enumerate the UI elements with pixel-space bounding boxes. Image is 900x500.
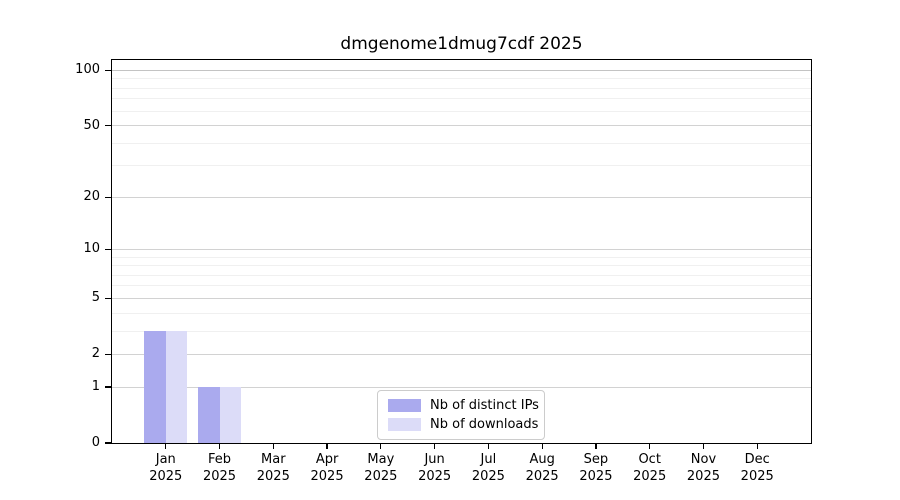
- plot-area: [111, 59, 812, 444]
- y-tick-label: 100: [75, 62, 100, 78]
- bar-jan-downloads: [165, 331, 188, 443]
- y-gridline-minor: [112, 165, 811, 167]
- y-gridline-major: [112, 196, 811, 198]
- bar-feb-distinct-ips: [198, 387, 220, 443]
- x-tick-label: Jun 2025: [418, 452, 452, 484]
- x-axis-tick: [165, 443, 167, 449]
- y-gridline-minor: [112, 285, 811, 287]
- x-axis-tick: [434, 443, 436, 449]
- y-gridline-major: [112, 386, 811, 388]
- x-tick-label: Nov 2025: [686, 452, 720, 484]
- y-gridline-major: [112, 297, 811, 299]
- y-tick-label: 2: [91, 346, 100, 362]
- y-gridline-minor: [112, 78, 811, 80]
- y-gridline-major: [112, 125, 811, 127]
- y-tick-label: 20: [83, 189, 100, 205]
- x-tick-label: Aug 2025: [525, 452, 559, 484]
- legend-swatch-downloads: [388, 418, 421, 431]
- x-tick-label: Dec 2025: [740, 452, 774, 484]
- y-tick-label: 10: [83, 241, 100, 257]
- y-axis-tick: [105, 69, 111, 72]
- y-axis-tick: [105, 125, 111, 127]
- legend-row: Nb of downloads: [388, 415, 544, 434]
- x-axis-tick: [380, 443, 382, 449]
- y-gridline-minor: [112, 110, 811, 112]
- x-axis-tick: [487, 443, 489, 449]
- y-axis-tick: [105, 297, 111, 299]
- bar-jan-distinct-ips: [144, 331, 166, 443]
- x-axis-tick: [272, 443, 274, 449]
- y-gridline-minor: [112, 256, 811, 258]
- x-axis-tick: [702, 443, 705, 449]
- y-axis-tick: [105, 386, 111, 388]
- legend-label-downloads: Nb of downloads: [430, 417, 539, 432]
- x-axis-tick: [218, 443, 221, 449]
- y-axis-tick: [105, 442, 111, 444]
- legend: Nb of distinct IPs Nb of downloads: [377, 390, 545, 440]
- y-gridline-minor: [112, 274, 811, 276]
- x-tick-label: Jan 2025: [149, 452, 183, 484]
- y-tick-label: 0: [91, 435, 100, 450]
- bar-feb-downloads: [219, 387, 242, 443]
- x-axis-tick: [756, 443, 758, 449]
- x-tick-label: May 2025: [364, 452, 398, 484]
- x-axis-tick: [541, 443, 543, 449]
- y-axis-tick: [105, 196, 111, 198]
- x-tick-label: Oct 2025: [633, 452, 667, 484]
- y-gridline-minor: [112, 98, 811, 100]
- x-tick-label: Sep 2025: [579, 452, 613, 484]
- y-gridline-minor: [112, 265, 811, 267]
- y-axis-tick: [105, 248, 111, 251]
- legend-swatch-distinct-ips: [388, 399, 421, 412]
- legend-row: Nb of distinct IPs: [388, 396, 544, 415]
- legend-label-distinct-ips: Nb of distinct IPs: [430, 398, 539, 413]
- y-axis-tick: [105, 353, 111, 355]
- y-gridline-major: [112, 353, 811, 355]
- x-axis-tick: [649, 443, 651, 449]
- y-tick-label: 5: [91, 290, 100, 306]
- x-tick-label: Jul 2025: [471, 452, 505, 484]
- y-tick-label: 1: [91, 379, 100, 395]
- x-axis-tick: [326, 443, 328, 449]
- x-tick-label: Mar 2025: [256, 452, 290, 484]
- y-gridline-minor: [112, 330, 811, 332]
- x-axis-tick: [595, 443, 597, 449]
- y-gridline-minor: [112, 87, 811, 89]
- chart-title: dmgenome1dmug7cdf 2025: [340, 34, 583, 54]
- y-gridline-minor: [112, 312, 811, 314]
- y-gridline-major: [112, 69, 811, 71]
- y-gridline-minor: [112, 142, 811, 144]
- x-tick-label: Feb 2025: [202, 452, 237, 484]
- x-tick-label: Apr 2025: [310, 452, 344, 484]
- y-tick-label: 50: [83, 117, 100, 133]
- y-gridline-major: [112, 248, 811, 250]
